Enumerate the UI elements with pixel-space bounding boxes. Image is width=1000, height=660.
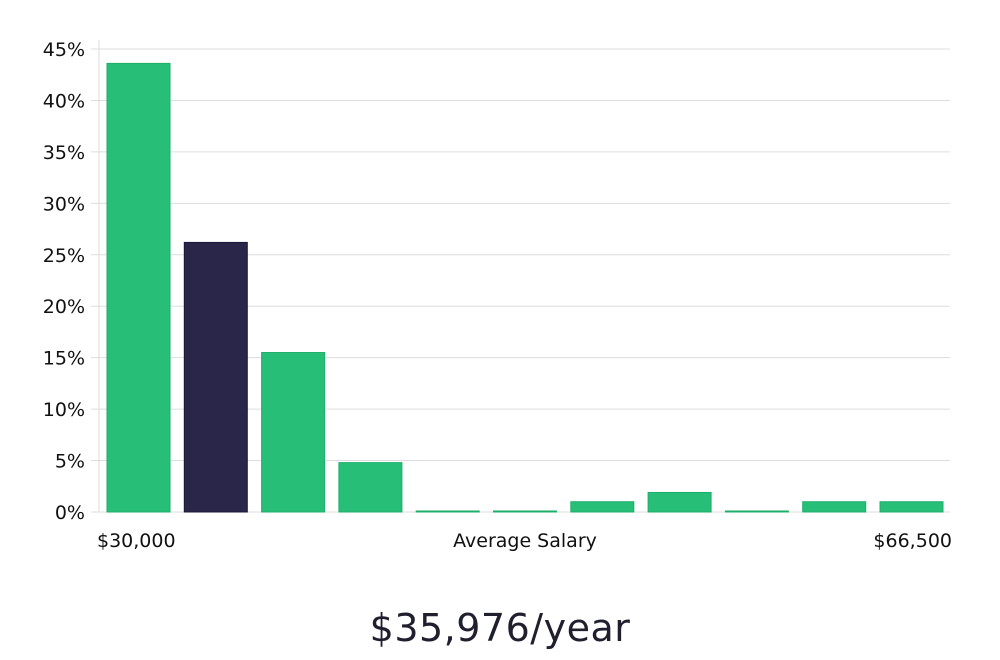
- bar: [415, 510, 480, 513]
- bar: [106, 62, 171, 513]
- x-min-label: $30,000: [97, 530, 176, 552]
- y-tick-label: 0%: [55, 502, 85, 524]
- y-tick-label: 20%: [43, 296, 85, 318]
- y-tick-label: 10%: [43, 399, 85, 421]
- bar: [802, 501, 867, 513]
- y-tick-label: 45%: [43, 39, 85, 61]
- bar-highlighted: [183, 241, 248, 513]
- bar: [493, 510, 557, 513]
- y-tick-label: 5%: [55, 451, 85, 473]
- x-axis-label: Average Salary: [453, 530, 597, 552]
- y-tick-label: 25%: [43, 245, 85, 267]
- y-tick-label: 35%: [43, 142, 85, 164]
- y-tick-label: 30%: [43, 193, 85, 215]
- bar: [261, 352, 326, 513]
- bar: [647, 491, 712, 513]
- bar: [879, 501, 944, 513]
- y-axis-ticks: 0% 5% 10% 15% 20% 25% 30% 35% 40% 45%: [43, 39, 85, 524]
- bar: [338, 462, 403, 513]
- bars: [106, 62, 944, 513]
- average-salary-summary: $35,976/year: [369, 606, 631, 650]
- x-max-label: $66,500: [873, 530, 952, 552]
- bar: [570, 501, 635, 513]
- y-tick-label: 15%: [43, 348, 85, 370]
- y-tick-label: 40%: [43, 90, 85, 112]
- salary-histogram: 0% 5% 10% 15% 20% 25% 30% 35% 40% 45% $30,000 Ave…: [43, 39, 952, 552]
- bar: [724, 510, 789, 513]
